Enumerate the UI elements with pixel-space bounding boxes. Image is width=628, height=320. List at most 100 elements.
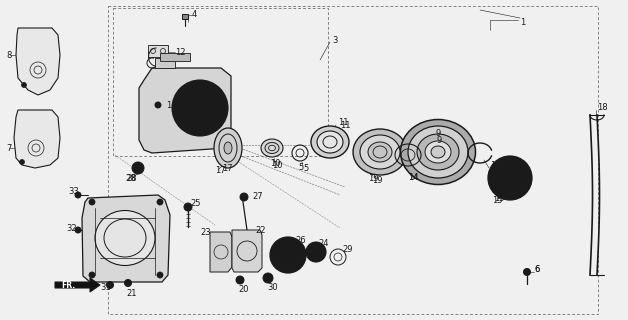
Circle shape — [283, 250, 293, 260]
Text: 3: 3 — [332, 36, 337, 44]
Circle shape — [132, 162, 144, 174]
Text: 15: 15 — [494, 194, 504, 203]
Circle shape — [498, 176, 502, 180]
Polygon shape — [155, 58, 175, 68]
Ellipse shape — [401, 119, 475, 185]
Circle shape — [75, 227, 81, 233]
Text: 5: 5 — [298, 163, 303, 172]
Polygon shape — [210, 232, 232, 272]
Ellipse shape — [417, 134, 459, 170]
Polygon shape — [139, 68, 231, 153]
Ellipse shape — [368, 142, 392, 162]
Circle shape — [180, 118, 185, 124]
Text: 28: 28 — [126, 173, 137, 182]
Circle shape — [270, 237, 306, 273]
Circle shape — [240, 193, 248, 201]
Polygon shape — [82, 195, 170, 282]
Text: 32: 32 — [66, 223, 77, 233]
Bar — [113, 8, 328, 156]
Text: 22: 22 — [255, 226, 266, 235]
Circle shape — [157, 272, 163, 278]
Text: 14: 14 — [408, 172, 418, 181]
Text: 1: 1 — [520, 18, 525, 27]
Text: 18: 18 — [597, 102, 608, 111]
Text: 15: 15 — [492, 196, 502, 204]
Text: 20: 20 — [238, 285, 249, 294]
Text: 29: 29 — [342, 244, 352, 253]
Text: 26: 26 — [295, 236, 306, 244]
Bar — [182, 14, 188, 19]
Circle shape — [306, 242, 326, 262]
Text: 17: 17 — [222, 164, 232, 172]
Text: 6: 6 — [534, 265, 539, 274]
Text: 11: 11 — [338, 117, 349, 126]
Polygon shape — [55, 278, 100, 292]
Circle shape — [263, 273, 273, 283]
Circle shape — [172, 80, 228, 136]
Ellipse shape — [95, 211, 155, 266]
Circle shape — [518, 176, 522, 180]
Circle shape — [180, 92, 185, 98]
Circle shape — [107, 282, 114, 289]
Circle shape — [89, 272, 95, 278]
Text: 4: 4 — [192, 10, 197, 19]
Text: 21: 21 — [126, 289, 136, 298]
Circle shape — [21, 83, 26, 87]
Polygon shape — [16, 28, 60, 95]
Text: 25: 25 — [190, 198, 200, 207]
Circle shape — [204, 126, 209, 132]
Ellipse shape — [317, 131, 343, 153]
Circle shape — [184, 203, 192, 211]
Text: 30: 30 — [267, 284, 278, 292]
Circle shape — [513, 168, 517, 171]
Text: 13: 13 — [490, 161, 501, 170]
Circle shape — [124, 279, 131, 286]
Text: 24: 24 — [318, 238, 328, 247]
Circle shape — [204, 84, 209, 90]
Ellipse shape — [431, 146, 445, 158]
Text: 11: 11 — [340, 121, 350, 130]
Circle shape — [75, 192, 81, 198]
Text: 33: 33 — [68, 187, 78, 196]
Text: 31: 31 — [100, 284, 111, 292]
Text: 10: 10 — [272, 161, 283, 170]
Circle shape — [89, 199, 95, 205]
Text: 13: 13 — [490, 164, 501, 172]
Circle shape — [513, 185, 517, 188]
Text: 23: 23 — [200, 228, 210, 236]
Text: 9: 9 — [436, 129, 441, 138]
Text: 6: 6 — [534, 266, 539, 275]
Ellipse shape — [360, 135, 400, 169]
Ellipse shape — [224, 142, 232, 154]
Ellipse shape — [425, 141, 451, 163]
Circle shape — [488, 156, 532, 200]
Polygon shape — [14, 110, 60, 168]
Text: 17: 17 — [215, 165, 225, 174]
Circle shape — [157, 199, 163, 205]
Text: 5: 5 — [303, 164, 308, 172]
Text: FR.: FR. — [61, 281, 75, 290]
Circle shape — [276, 243, 300, 267]
Bar — [148, 45, 168, 57]
Circle shape — [188, 96, 212, 120]
Text: 16: 16 — [166, 100, 176, 109]
Polygon shape — [232, 230, 262, 272]
Ellipse shape — [408, 126, 468, 178]
Ellipse shape — [311, 126, 349, 158]
Circle shape — [236, 276, 244, 284]
Circle shape — [220, 106, 224, 110]
Text: 10: 10 — [270, 158, 281, 167]
Text: 19: 19 — [368, 173, 379, 182]
Circle shape — [503, 185, 507, 188]
Ellipse shape — [353, 129, 407, 175]
Text: 27: 27 — [252, 191, 263, 201]
Ellipse shape — [214, 128, 242, 168]
Text: 9: 9 — [437, 135, 442, 145]
Text: 7: 7 — [6, 143, 11, 153]
Text: 28: 28 — [125, 173, 136, 182]
Text: 14: 14 — [408, 172, 418, 181]
Circle shape — [155, 102, 161, 108]
Bar — [160, 53, 190, 61]
Text: 8: 8 — [6, 51, 11, 60]
Circle shape — [503, 168, 507, 171]
